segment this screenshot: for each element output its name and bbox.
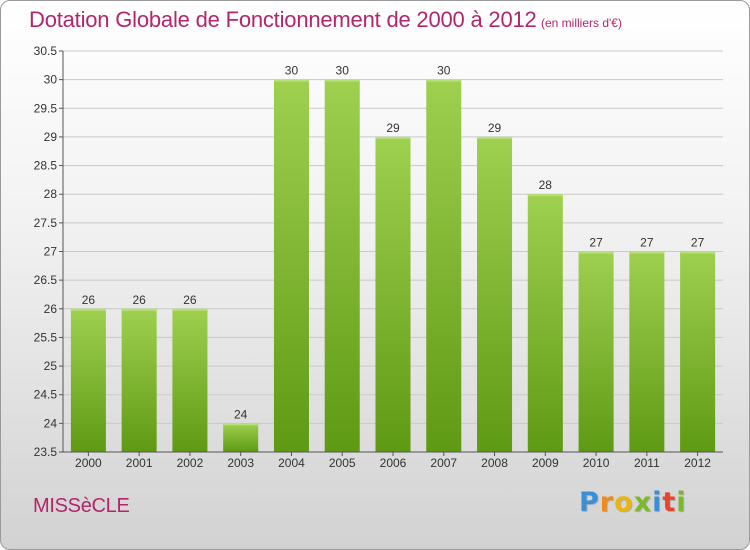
bar-highlight [324, 79, 360, 82]
data-label: 26 [82, 293, 96, 307]
bar [273, 79, 309, 453]
data-label: 26 [183, 293, 197, 307]
bar [172, 308, 208, 452]
labels: 23.5 24 24.5 25 25.5 26 26.5 27 27.5 28 28.5 29 29.5… [34, 44, 712, 470]
x-tick-label: 2008 [481, 456, 508, 470]
bar [527, 194, 563, 452]
chart-unit: (en milliers d'€) [541, 16, 622, 30]
data-label: 30 [437, 64, 451, 78]
bar-highlight [223, 423, 259, 426]
x-tick-label: 2006 [380, 456, 407, 470]
bar [629, 251, 665, 452]
logo-letter: P [579, 487, 600, 518]
bar [324, 79, 360, 453]
y-tick-label: 29.5 [34, 101, 58, 115]
data-label: 27 [640, 236, 654, 250]
y-tick-label: 27 [44, 245, 58, 259]
x-tick-label: 2003 [227, 456, 254, 470]
bar [578, 251, 614, 452]
data-label: 28 [539, 178, 553, 192]
bar-highlight [680, 251, 716, 254]
y-tick-label: 26.5 [34, 273, 58, 287]
y-tick-label: 26 [44, 302, 58, 316]
bar-highlight [426, 79, 462, 82]
logo-letter: i [652, 487, 663, 518]
data-label: 27 [691, 236, 705, 250]
proxiti-logo: Proxiti [579, 487, 687, 518]
y-tick-label: 24 [44, 416, 58, 430]
data-label: 29 [488, 121, 502, 135]
logo-letter: t [662, 487, 677, 518]
x-tick-label: 2001 [126, 456, 153, 470]
x-tick-label: 2005 [329, 456, 356, 470]
y-tick-label: 28 [44, 187, 58, 201]
bar [223, 423, 259, 452]
bar-highlight [273, 79, 309, 82]
bar [680, 251, 716, 452]
y-tick-label: 25 [44, 359, 58, 373]
y-tick-label: 30 [44, 73, 58, 87]
x-tick-label: 2002 [177, 456, 204, 470]
logo-letter: x [633, 487, 653, 518]
data-label: 27 [589, 236, 603, 250]
axes [59, 50, 723, 456]
y-tick-label: 28.5 [34, 159, 58, 173]
x-tick-label: 2009 [532, 456, 559, 470]
y-tick-label: 29 [44, 130, 58, 144]
x-tick-label: 2012 [684, 456, 711, 470]
y-tick-label: 27.5 [34, 216, 58, 230]
bar-highlight [172, 308, 208, 311]
logo-letter: o [614, 487, 634, 518]
x-tick-label: 2000 [75, 456, 102, 470]
chart-title: Dotation Globale de Fonctionnement de 20… [29, 7, 537, 32]
bars [70, 79, 716, 453]
data-label: 26 [132, 293, 146, 307]
data-label: 30 [336, 64, 350, 78]
bar-highlight [629, 251, 665, 254]
bar-highlight [70, 308, 106, 311]
bar-highlight [375, 136, 411, 139]
data-label: 30 [285, 64, 299, 78]
bar-highlight [578, 251, 614, 254]
y-tick-label: 23.5 [34, 445, 58, 459]
bar [121, 308, 157, 452]
bar [375, 136, 411, 452]
data-label: 29 [386, 121, 400, 135]
x-tick-label: 2010 [583, 456, 610, 470]
bar-highlight [527, 194, 563, 197]
bar [426, 79, 462, 453]
bar [477, 136, 513, 452]
bar [70, 308, 106, 452]
city-name: MISSèCLE [33, 495, 130, 517]
bar-highlight [477, 136, 513, 139]
bar-highlight [121, 308, 157, 311]
y-tick-label: 24.5 [34, 388, 58, 402]
logo-letter: i [676, 487, 687, 518]
data-label: 24 [234, 407, 248, 421]
y-tick-label: 25.5 [34, 330, 58, 344]
x-tick-label: 2004 [278, 456, 305, 470]
y-tick-label: 30.5 [34, 44, 58, 58]
x-tick-label: 2011 [634, 456, 660, 470]
x-tick-label: 2007 [430, 456, 457, 470]
logo-letter: r [599, 487, 615, 518]
